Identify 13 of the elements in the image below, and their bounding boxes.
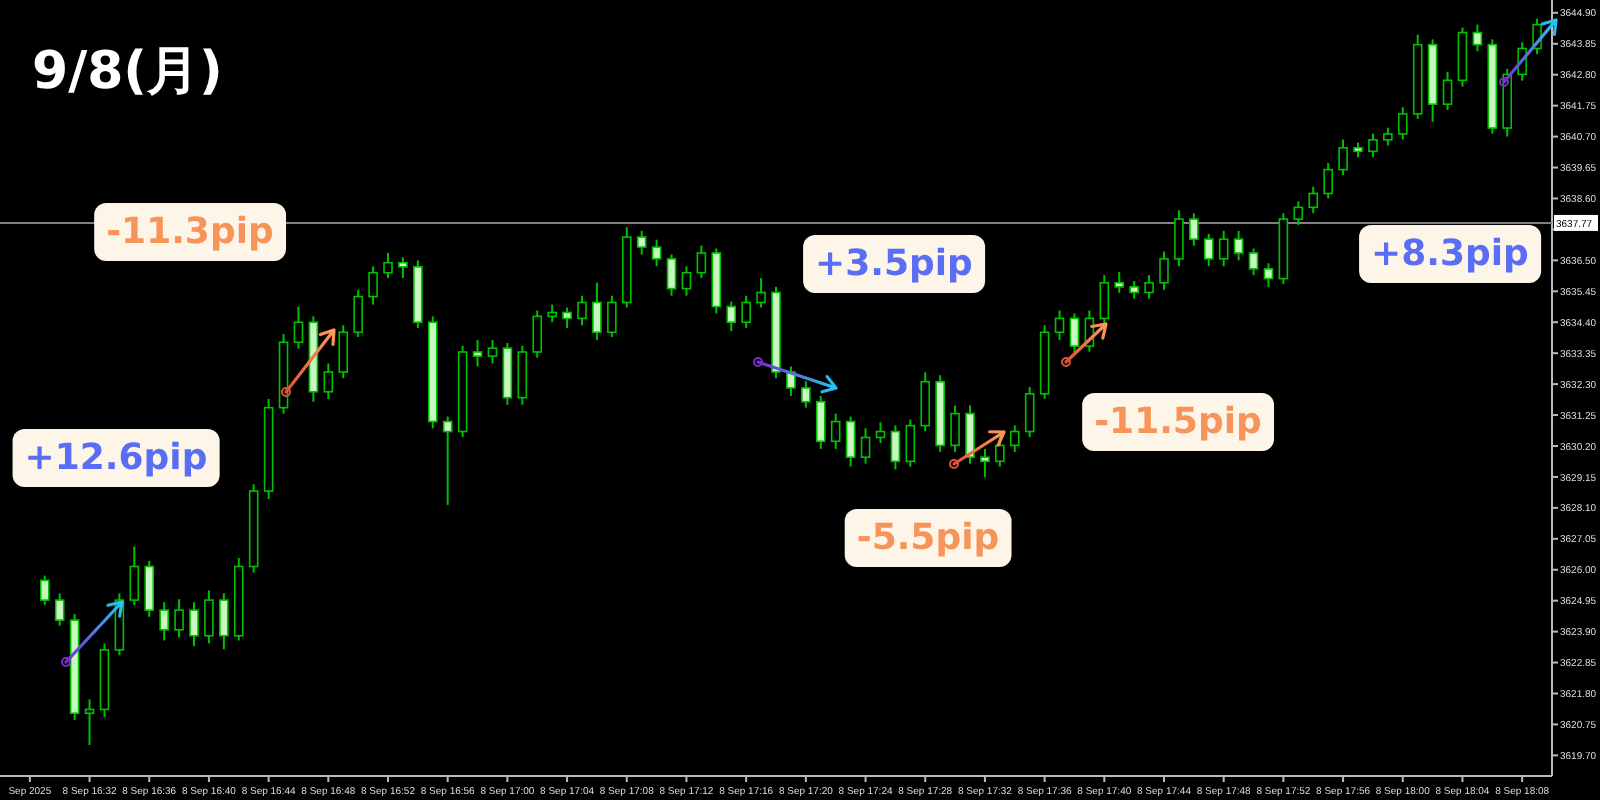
note: -11.3pip: [94, 203, 287, 261]
note: -11.5pip: [1082, 393, 1275, 451]
annotation: -11.3pip: [106, 211, 275, 253]
annotation: -11.5pip: [1094, 401, 1263, 443]
note: +12.6pip: [12, 429, 220, 487]
note: -5.5pip: [844, 509, 1012, 567]
annotation: +12.6pip: [24, 437, 208, 479]
note: +8.3pip: [1359, 225, 1542, 283]
note: +3.5pip: [803, 235, 986, 293]
annotation: -5.5pip: [856, 517, 1000, 559]
text: 9/8(月): [32, 42, 223, 102]
annotation: +3.5pip: [815, 243, 974, 285]
annotation: +8.3pip: [1371, 233, 1530, 275]
